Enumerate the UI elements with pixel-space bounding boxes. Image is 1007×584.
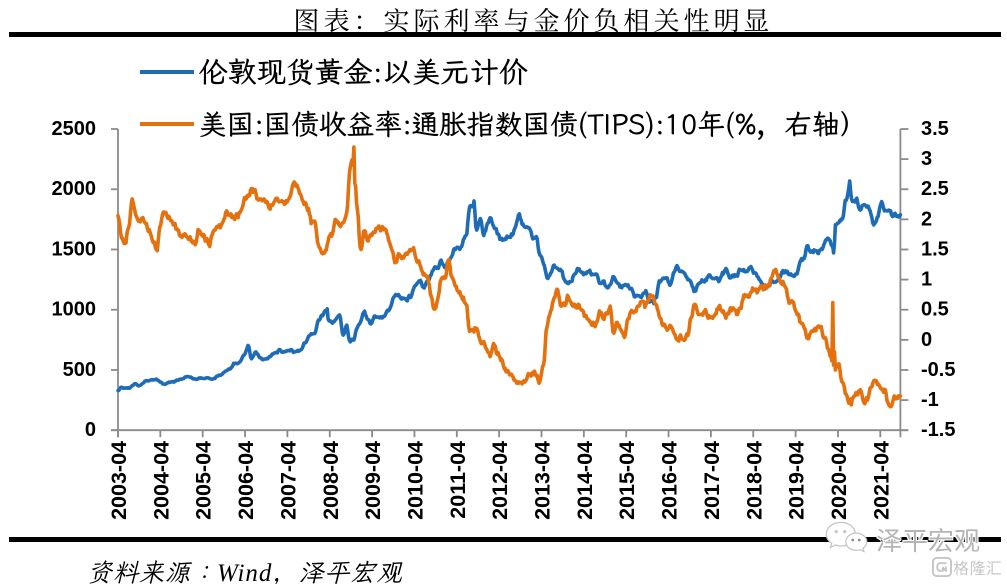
- x-axis-tick-label: 2003-04: [107, 441, 131, 520]
- right-axis-tick-label: 0.5: [921, 299, 949, 321]
- x-axis-tick-label: 2012-04: [488, 441, 512, 520]
- x-axis-tick-label: 2018-04: [742, 441, 766, 520]
- right-axis-tick-label: 1.5: [921, 238, 949, 260]
- legend-item-gold: 伦敦现货黄金:以美元计价: [140, 55, 528, 89]
- x-axis-tick-label: 2013-04: [531, 441, 555, 520]
- x-axis-tick-label: 2007-04: [276, 441, 300, 520]
- legend-label-gold: 伦敦现货黄金:以美元计价: [198, 52, 528, 91]
- bottom-rule: [9, 536, 1001, 542]
- x-axis-tick-label: 2017-04: [700, 441, 724, 520]
- legend-label-tips: 美国:国债收益率:通胀指数国债(TIPS):10年(%，右轴）: [198, 105, 868, 142]
- right-axis-tick-label: -1.5: [921, 419, 955, 441]
- x-axis-tick-label: 2008-04: [319, 441, 343, 520]
- x-axis-tick-label: 2015-04: [615, 441, 639, 520]
- left-axis-tick-label: 1500: [52, 238, 97, 260]
- data-source-note: 资料来源：Wind，泽平宏观: [87, 556, 403, 584]
- right-axis-tick-label: 0: [921, 329, 932, 351]
- right-axis-tick-label: 3.5: [921, 118, 949, 140]
- x-axis-tick-label: 2011-04: [446, 441, 470, 519]
- tips-yield-line: [116, 145, 903, 409]
- x-axis-tick-label: 2019-04: [785, 441, 809, 520]
- legend-line-gold: [140, 70, 194, 74]
- x-axis-tick-label: 2014-04: [573, 441, 597, 520]
- right-axis-tick-label: 3: [921, 148, 932, 170]
- right-axis-tick-label: 2.5: [921, 178, 949, 200]
- right-axis-tick-label: 1: [921, 269, 932, 291]
- x-axis-tick-label: 2005-04: [192, 441, 216, 520]
- x-axis-tick-label: 2016-04: [658, 441, 682, 520]
- left-axis-tick-label: 2500: [52, 118, 97, 140]
- legend-line-tips: [140, 122, 194, 126]
- right-axis-tick-label: -0.5: [921, 359, 955, 381]
- x-axis-tick-label: 2020-04: [827, 441, 851, 520]
- legend-item-tips: 美国:国债收益率:通胀指数国债(TIPS):10年(%，右轴）: [140, 105, 868, 142]
- right-axis-tick-label: 2: [921, 208, 932, 230]
- left-axis-tick-label: 1000: [52, 299, 97, 321]
- x-axis-tick-label: 2006-04: [234, 441, 258, 520]
- x-axis-tick-label: 2021-04: [869, 441, 893, 520]
- zeping-watermark: 泽平宏观: [876, 521, 981, 558]
- right-axis-tick-label: -1: [921, 389, 939, 411]
- top-rule: [9, 31, 1001, 37]
- left-axis-tick-label: 500: [63, 359, 96, 381]
- wechat-icon: [825, 521, 868, 553]
- gelonghui-logo-icon: [932, 557, 952, 577]
- gelonghui-watermark: 格隆汇: [953, 555, 1003, 579]
- x-axis-tick-label: 2009-04: [361, 441, 385, 520]
- left-axis-tick-label: 2000: [52, 178, 97, 200]
- x-axis-tick-label: 2004-04: [149, 441, 173, 520]
- left-axis-tick-label: 0: [85, 419, 96, 441]
- x-axis-tick-label: 2010-04: [403, 441, 427, 520]
